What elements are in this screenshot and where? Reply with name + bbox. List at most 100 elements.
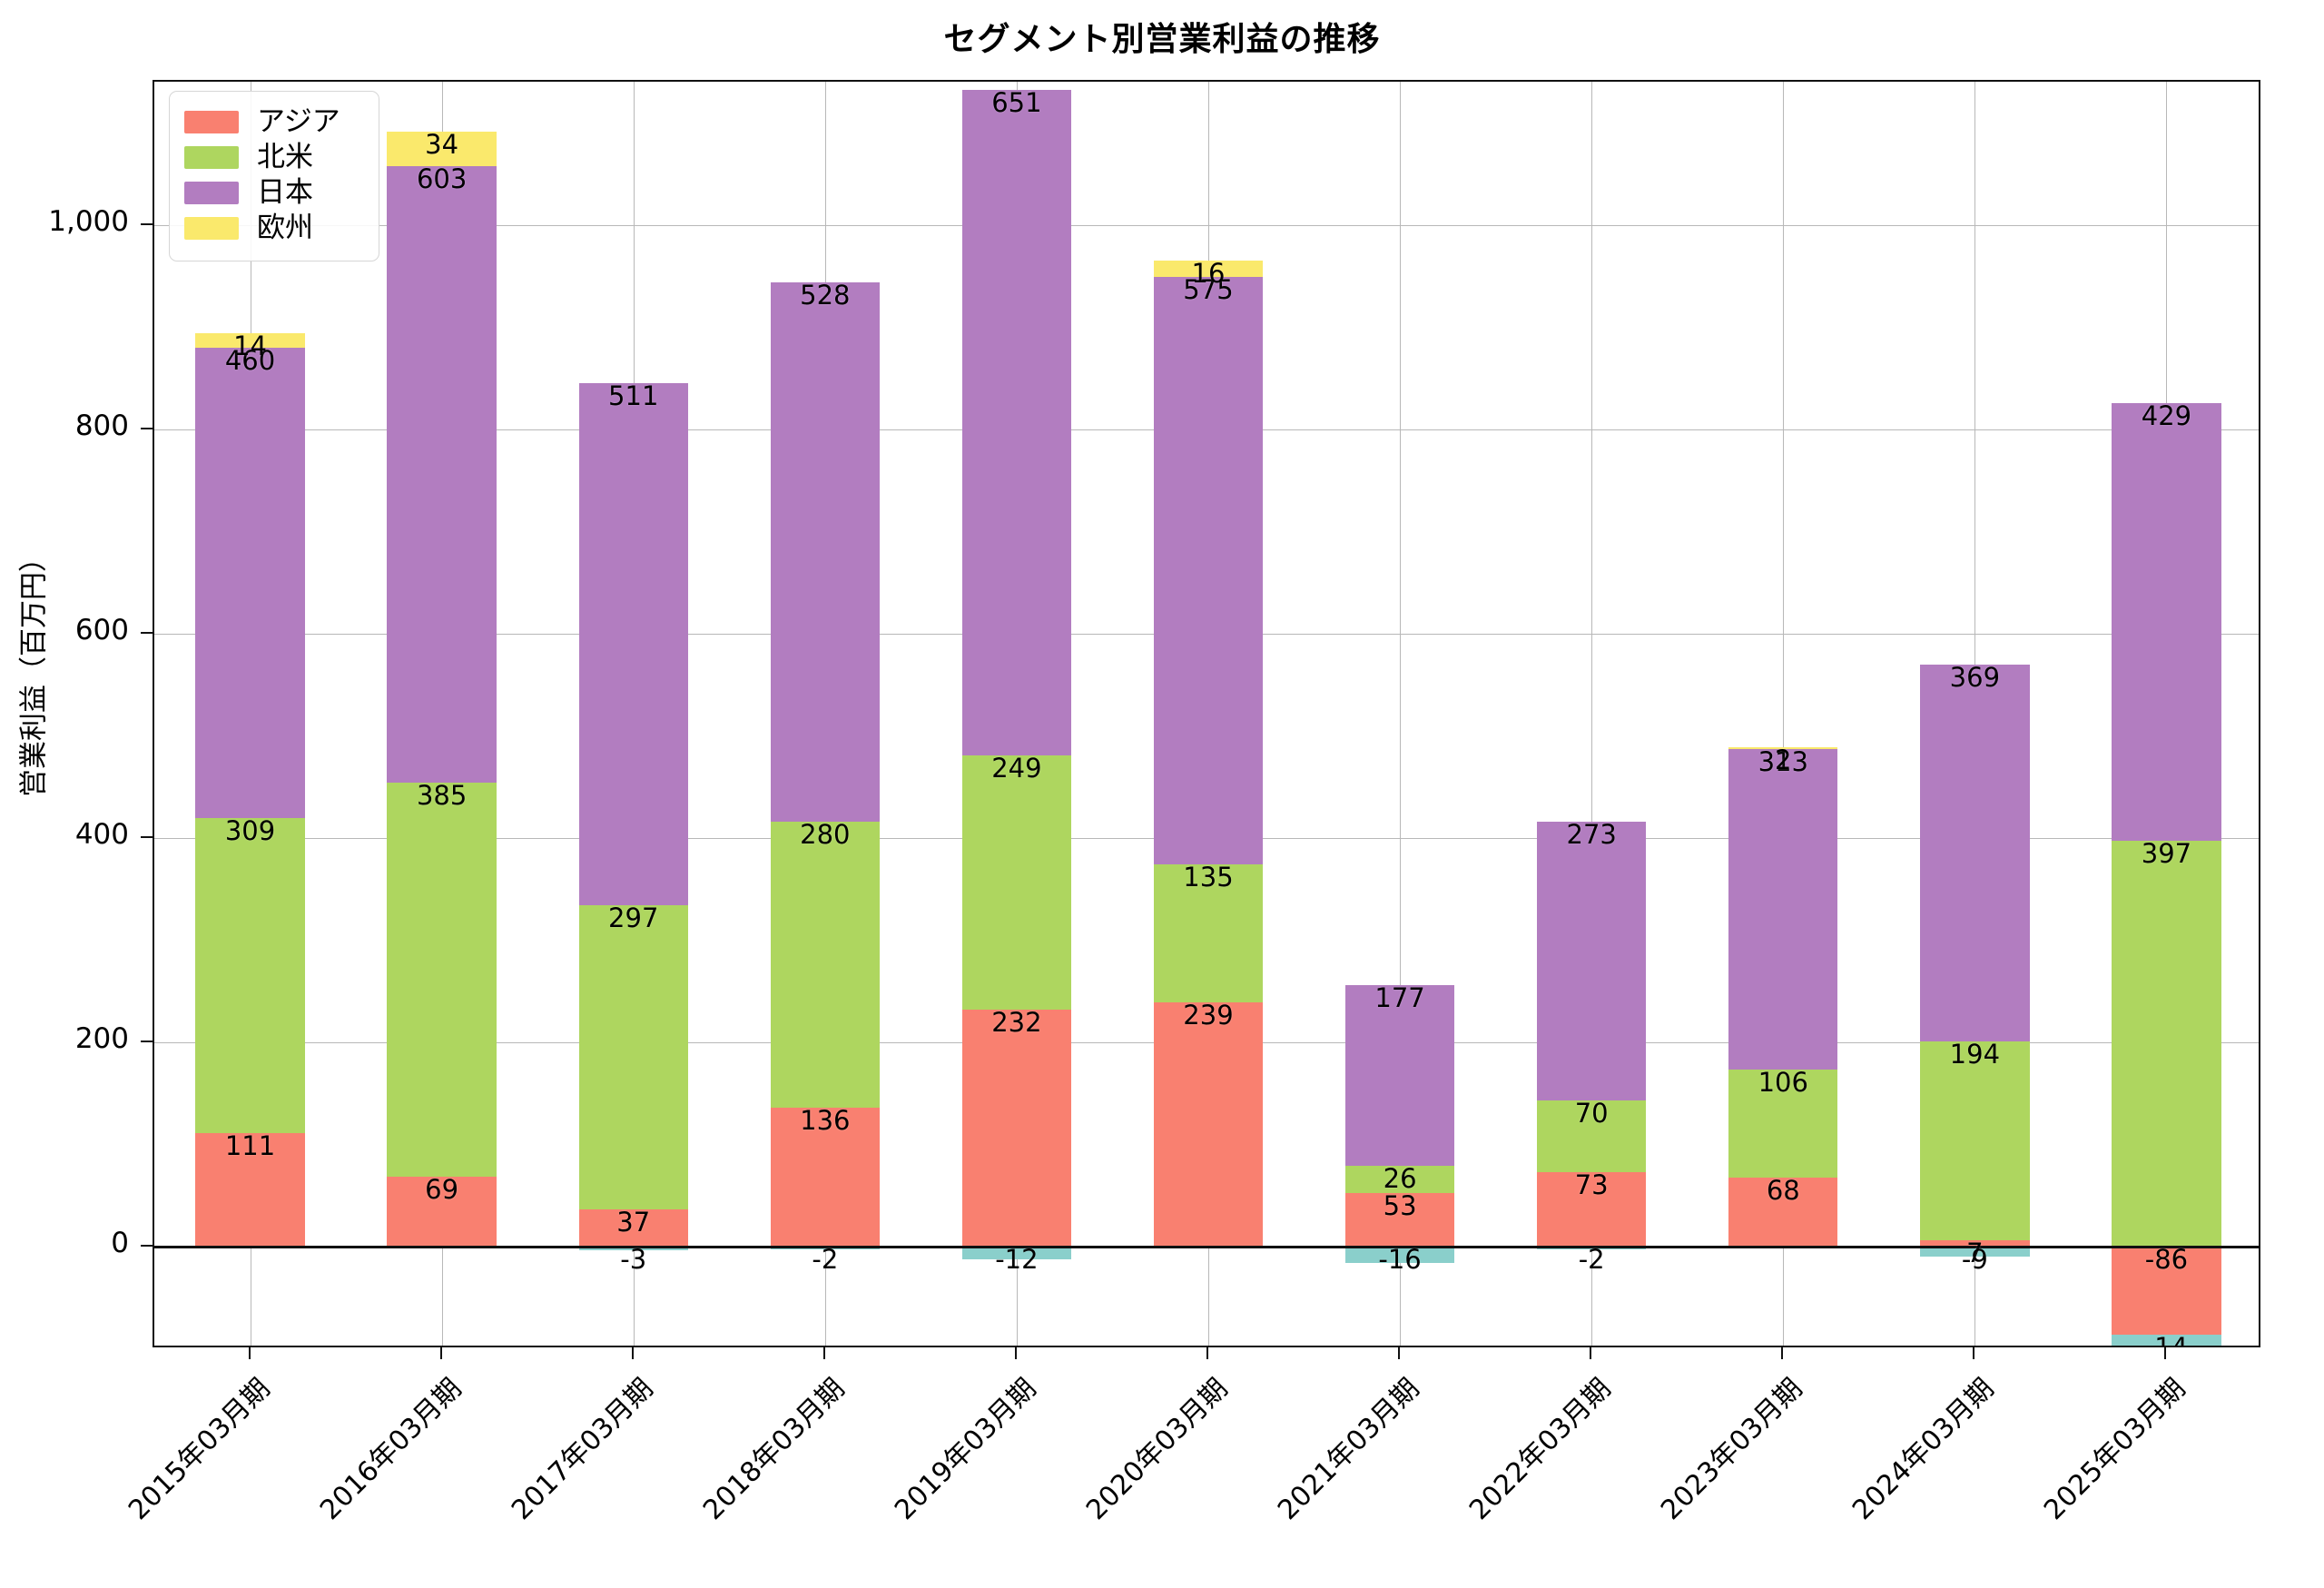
bar-group[interactable]: 68 106 313 2 (1728, 82, 1838, 1346)
bar-value-label: 111 (224, 1130, 276, 1162)
bar-segment[interactable] (578, 383, 688, 906)
bar-segment[interactable] (1920, 1041, 2030, 1240)
bar-group[interactable]: 232 249 651 -12 (961, 82, 1072, 1346)
legend-item-label: 日本 (257, 176, 313, 209)
y-axis-tick-label: 800 (74, 409, 129, 442)
bar-segment[interactable] (1153, 277, 1264, 865)
x-axis-tick-label: 2016年03月期 (313, 1372, 468, 1527)
bar-segment[interactable] (195, 332, 305, 348)
bar-segment[interactable] (2112, 1247, 2221, 1336)
y-axis-tick-label: 200 (74, 1022, 129, 1056)
bar-value-label: 136 (800, 1105, 851, 1137)
bar-segment[interactable] (387, 1176, 497, 1248)
gridline-vertical (1591, 82, 1593, 1346)
x-axis-tick-label: 2018年03月期 (696, 1372, 852, 1527)
bar-segment[interactable] (2112, 841, 2221, 1248)
bar-group[interactable]: 7 194 369 -9 (1920, 82, 2030, 1346)
bar-value-label: 239 (1183, 1000, 1234, 1031)
bar-segment[interactable] (1728, 749, 1838, 1070)
bar-segment[interactable] (387, 132, 497, 167)
bar-segment[interactable] (2112, 1335, 2221, 1346)
bar-segment[interactable] (961, 1010, 1072, 1248)
bar-value-label: 177 (1374, 982, 1425, 1014)
x-axis-tick-label: 2025年03月期 (2038, 1372, 2192, 1527)
legend-item[interactable]: 北米 (184, 140, 364, 175)
bar-segment[interactable] (578, 1208, 688, 1248)
bar-segment[interactable] (770, 822, 880, 1109)
bar-group[interactable]: 111 309 460 14 (195, 82, 305, 1346)
legend-item-label: 北米 (257, 141, 313, 173)
bar-value-label: 2 (1775, 744, 1792, 775)
bar-value-label: -2 (1578, 1244, 1605, 1276)
bar-value-label: 528 (800, 279, 851, 311)
bar-group[interactable]: 136 280 528 -2 (770, 82, 880, 1346)
bar-group[interactable]: 69 385 603 34 (387, 82, 497, 1346)
bar-segment[interactable] (1728, 746, 1838, 750)
bar-segment[interactable] (578, 905, 688, 1209)
x-axis-tick-mark (631, 1347, 634, 1359)
bar-segment[interactable] (1920, 664, 2030, 1042)
bar-segment[interactable] (1920, 1239, 2030, 1248)
bar-segment[interactable] (1920, 1247, 2030, 1257)
plot-area: 111 309 460 14 69 385 603 34 37 297 511 -3 136 280 528… (153, 80, 2260, 1347)
x-axis-tick-label: 2024年03月期 (1846, 1372, 2001, 1527)
x-axis-tick-mark (439, 1347, 442, 1359)
bar-segment[interactable] (1728, 1177, 1838, 1248)
bar-segment[interactable] (770, 1108, 880, 1248)
bar-value-label: 70 (1574, 1098, 1609, 1129)
x-axis-tick-mark (2164, 1347, 2167, 1359)
legend-item-label: アジア (257, 105, 340, 138)
bar-value-label: 397 (2141, 838, 2192, 870)
bar-group[interactable]: 53 26 177 -16 (1344, 82, 1455, 1346)
x-axis-tick-mark (248, 1347, 251, 1359)
bar-value-label: 34 (425, 129, 459, 161)
bar-segment[interactable] (1728, 1069, 1838, 1178)
bar-value-label: -14 (2145, 1332, 2188, 1346)
y-axis-tick-mark (141, 222, 153, 225)
bar-segment[interactable] (1153, 864, 1264, 1003)
bar-segment[interactable] (961, 755, 1072, 1011)
y-axis-tick-label: 0 (111, 1227, 129, 1260)
bar-segment[interactable] (387, 166, 497, 784)
bar-segment[interactable] (2112, 402, 2221, 842)
bar-segment[interactable] (578, 1247, 688, 1250)
bar-segment[interactable] (961, 90, 1072, 755)
legend-item[interactable]: 日本 (184, 175, 364, 211)
legend-item[interactable]: アジア (184, 104, 364, 140)
bar-segment[interactable] (1153, 261, 1264, 278)
bar-segment[interactable] (1344, 1192, 1455, 1248)
bar-group[interactable]: 73 70 273 -2 (1537, 82, 1647, 1346)
legend-swatch-icon (184, 182, 239, 204)
legend-item[interactable]: 欧州 (184, 211, 364, 246)
bar-value-label: -2 (812, 1244, 839, 1276)
bar-segment[interactable] (1344, 1247, 1455, 1264)
bar-value-label: 16 (1191, 258, 1226, 290)
bar-segment[interactable] (195, 817, 305, 1134)
bar-value-label: -3 (620, 1244, 647, 1276)
bar-segment[interactable] (1344, 985, 1455, 1167)
bar-value-label: 385 (416, 780, 468, 812)
bar-segment[interactable] (961, 1247, 1072, 1259)
bar-segment[interactable] (770, 281, 880, 823)
bar-value-label: 297 (608, 902, 659, 934)
bar-segment[interactable] (195, 347, 305, 818)
bar-group[interactable]: 37 297 511 -3 (578, 82, 688, 1346)
bar-segment[interactable] (1537, 822, 1647, 1101)
bar-value-label: 273 (1566, 819, 1617, 851)
bar-value-label: 135 (1183, 862, 1234, 893)
bar-segment[interactable] (1537, 1100, 1647, 1173)
x-axis-tick-label: 2017年03月期 (505, 1372, 660, 1527)
bar-group[interactable]: -86 397 429 -14 (2112, 82, 2221, 1346)
y-axis-tick-label: 400 (74, 818, 129, 852)
bar-group[interactable]: 239 135 575 16 (1153, 82, 1264, 1346)
x-axis-tick-mark (1973, 1347, 1975, 1359)
bar-segment[interactable] (387, 783, 497, 1177)
bar-value-label: 603 (416, 163, 468, 195)
bar-segment[interactable] (1153, 1002, 1264, 1248)
bar-segment[interactable] (1344, 1166, 1455, 1193)
bar-segment[interactable] (195, 1133, 305, 1248)
bar-segment[interactable] (1537, 1172, 1647, 1248)
bar-value-label: 280 (800, 819, 851, 851)
bar-value-label: 68 (1766, 1174, 1800, 1206)
x-axis-tick-label: 2021年03月期 (1272, 1372, 1426, 1527)
